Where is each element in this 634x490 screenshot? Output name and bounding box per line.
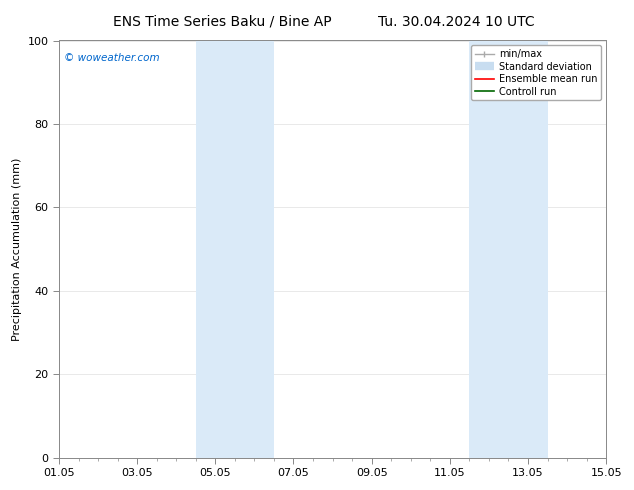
Text: ENS Time Series Baku / Bine AP: ENS Time Series Baku / Bine AP [113, 15, 331, 29]
Text: Tu. 30.04.2024 10 UTC: Tu. 30.04.2024 10 UTC [378, 15, 535, 29]
Bar [469, 41, 548, 458]
Bar [196, 41, 274, 458]
Legend: min/max, Standard deviation, Ensemble mean run, Controll run: min/max, Standard deviation, Ensemble me… [470, 46, 601, 100]
Y-axis label: Precipitation Accumulation (mm): Precipitation Accumulation (mm) [12, 157, 22, 341]
Text: © woweather.com: © woweather.com [65, 53, 160, 63]
